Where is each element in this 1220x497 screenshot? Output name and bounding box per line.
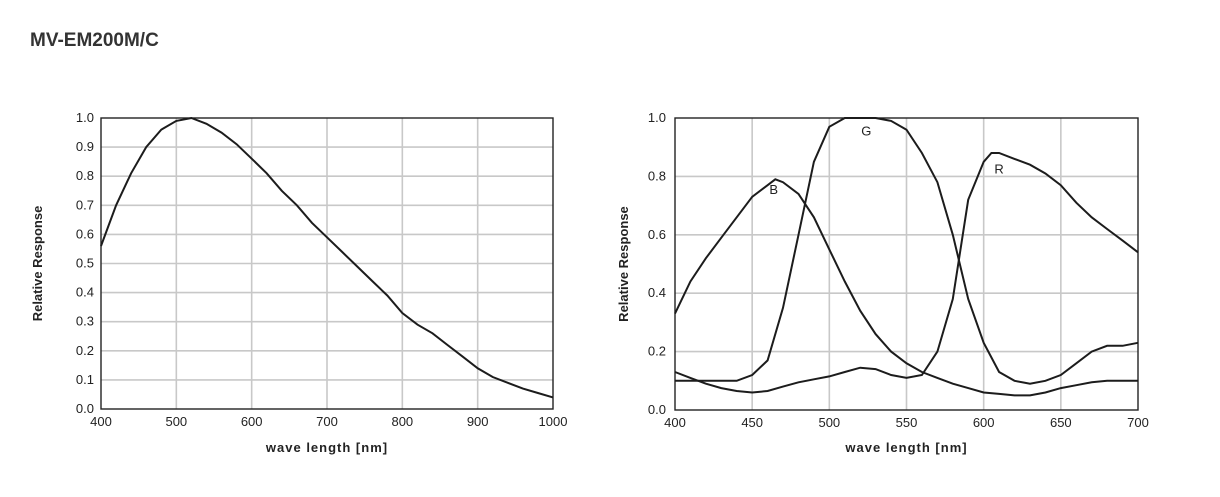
chart2-y-tick-label: 0.4: [648, 285, 666, 300]
chart2-series-line-g: [675, 117, 1139, 385]
chart2-x-tick-label: 650: [1050, 415, 1072, 430]
chart1-y-tick-label: 0.2: [76, 343, 94, 358]
chart2-x-tick-label: 450: [741, 415, 763, 430]
chart2-series-label-g: G: [861, 124, 871, 139]
chart2-x-tick-label: 600: [973, 415, 995, 430]
chart2-plot-frame: [674, 117, 1139, 411]
chart2-x-axis-label: wave length [nm]: [844, 440, 967, 455]
chart1-plot-frame: [100, 117, 554, 410]
chart2: 400 450 500 550 600 650 700 0.0 0.2 0.4 0.6 0.8 1.0 w…: [616, 110, 1149, 455]
chart2-x-tick-label: 500: [818, 415, 840, 430]
chart1-y-tick-label: 0.1: [76, 372, 94, 387]
chart2-series-line-r: [674, 152, 1139, 394]
chart2-x-tick-label: 550: [896, 415, 918, 430]
chart1-y-tick-label: 1.0: [76, 110, 94, 125]
chart1-x-tick-label: 900: [467, 414, 489, 429]
chart2-y-tick-label: 0.2: [648, 344, 666, 359]
chart1-x-tick-label: 600: [241, 414, 263, 429]
chart1-y-tick-label: 0.6: [76, 226, 94, 241]
chart1-y-tick-label: 0.9: [76, 139, 94, 154]
chart1-x-axis-label: wave length [nm]: [265, 440, 388, 455]
chart1-y-tick-label: 0.5: [76, 256, 94, 271]
chart1-x-tick-label: 400: [90, 414, 112, 429]
chart2-series-label-b: B: [769, 182, 778, 197]
chart1-y-tick-label: 0.7: [76, 197, 94, 212]
chart2-y-axis-label: Relative Response: [616, 206, 631, 322]
chart1-y-tick-label: 0.4: [76, 285, 94, 300]
chart2-y-tick-label: 0.6: [648, 227, 666, 242]
chart1-y-tick-label: 0.3: [76, 314, 94, 329]
chart1-x-tick-label: 1000: [539, 414, 568, 429]
chart1: 400 500 600 700 800 900 1000 0.0 0.1 0.2 0.3 0.4 0.5…: [30, 110, 567, 455]
chart1-x-tick-label: 800: [391, 414, 413, 429]
chart2-y-tick-label: 1.0: [648, 110, 666, 125]
chart1-y-tick-label: 0.8: [76, 168, 94, 183]
page-title: MV-EM200M/C: [30, 30, 159, 51]
chart2-y-tick-label: 0.0: [648, 402, 666, 417]
chart1-series-line: [100, 116, 554, 399]
chart2-x-tick-label: 400: [664, 415, 686, 430]
chart2-series-line-b: [674, 178, 1138, 397]
chart1-x-tick-label: 700: [316, 414, 338, 429]
chart1-y-axis-label: Relative Response: [30, 206, 45, 322]
chart2-x-tick-label: 700: [1127, 415, 1149, 430]
chart2-y-tick-label: 0.8: [648, 168, 666, 183]
chart1-x-tick-label: 500: [165, 414, 187, 429]
chart2-series-label-r: R: [994, 161, 1003, 176]
chart1-y-tick-label: 0.0: [76, 401, 94, 416]
